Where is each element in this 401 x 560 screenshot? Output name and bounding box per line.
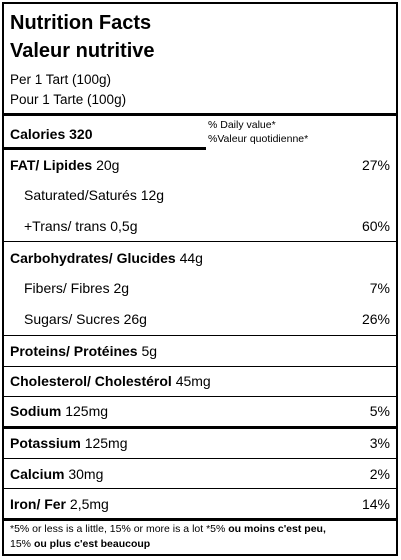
nutrition-label: Nutrition Facts Valeur nutritive Per 1 T… — [2, 2, 398, 556]
row-cholesterol: Cholesterol/ Cholestérol 45mg — [4, 366, 396, 396]
saturated-label: Saturated/Saturés 12g — [24, 187, 165, 203]
serving-size-english: Per 1 Tart (100g) — [10, 72, 112, 87]
trans-percent: 60% — [361, 218, 390, 234]
row-sodium: Sodium 125mg 5% — [4, 396, 396, 426]
divider-potassium — [4, 426, 396, 429]
potassium-percent: 3% — [369, 435, 390, 451]
iron-label: Iron/ Fer 2,5mg — [10, 496, 109, 512]
daily-value-header: % Daily value* %Valeur quotidienne* — [208, 118, 308, 146]
protein-label: Proteins/ Protéines 5g — [10, 343, 158, 359]
sugars-percent: 26% — [361, 311, 390, 327]
fibers-percent: 7% — [369, 280, 390, 296]
divider-cholesterol — [4, 366, 396, 367]
row-trans: +Trans/ trans 0,5g 60% — [4, 211, 396, 241]
title-english: Nutrition Facts — [10, 12, 152, 34]
fat-label: FAT/ Lipides 20g — [10, 157, 120, 173]
row-calcium: Calcium 30mg 2% — [4, 459, 396, 489]
sugars-label: Sugars/ Sucres 26g — [24, 311, 147, 327]
fibers-label: Fibers/ Fibres 2g — [24, 280, 130, 296]
row-potassium: Potassium 125mg 3% — [4, 428, 396, 458]
fat-percent: 27% — [361, 157, 390, 173]
title-french: Valeur nutritive — [10, 40, 155, 62]
row-carbohydrates: Carbohydrates/ Glucides 44g — [4, 243, 396, 273]
trans-label: +Trans/ trans 0,5g — [24, 218, 138, 234]
calcium-label: Calcium 30mg — [10, 466, 104, 482]
calories-value: Calories 320 — [10, 126, 93, 142]
sodium-percent: 5% — [369, 403, 390, 419]
footnote: *5% or less is a little, 15% or more is … — [10, 523, 326, 550]
row-sugars: Sugars/ Sucres 26g 26% — [4, 304, 396, 334]
divider-protein — [4, 335, 396, 336]
sodium-label: Sodium 125mg — [10, 403, 109, 419]
carbohydrates-label: Carbohydrates/ Glucides 44g — [10, 250, 203, 266]
serving-size-french: Pour 1 Tarte (100g) — [10, 92, 127, 107]
daily-value-header-english: % Daily value* — [208, 119, 276, 131]
calcium-percent: 2% — [369, 466, 390, 482]
divider-footnote — [4, 518, 396, 521]
divider-thick-top — [4, 113, 396, 116]
row-protein: Proteins/ Protéines 5g — [4, 336, 396, 366]
daily-value-header-french: %Valeur quotidienne* — [208, 133, 309, 145]
divider-sodium — [4, 396, 396, 397]
iron-percent: 14% — [361, 496, 390, 512]
divider-calories — [4, 147, 206, 150]
row-iron: Iron/ Fer 2,5mg 14% — [4, 489, 396, 519]
row-saturated: Saturated/Saturés 12g — [4, 180, 396, 210]
row-fibers: Fibers/ Fibres 2g 7% — [4, 273, 396, 303]
cholesterol-label: Cholesterol/ Cholestérol 45mg — [10, 373, 211, 389]
divider-calcium — [4, 458, 396, 459]
divider-carbs — [4, 241, 396, 242]
row-fat: FAT/ Lipides 20g 27% — [4, 150, 396, 180]
potassium-label: Potassium 125mg — [10, 435, 128, 451]
divider-iron — [4, 488, 396, 489]
